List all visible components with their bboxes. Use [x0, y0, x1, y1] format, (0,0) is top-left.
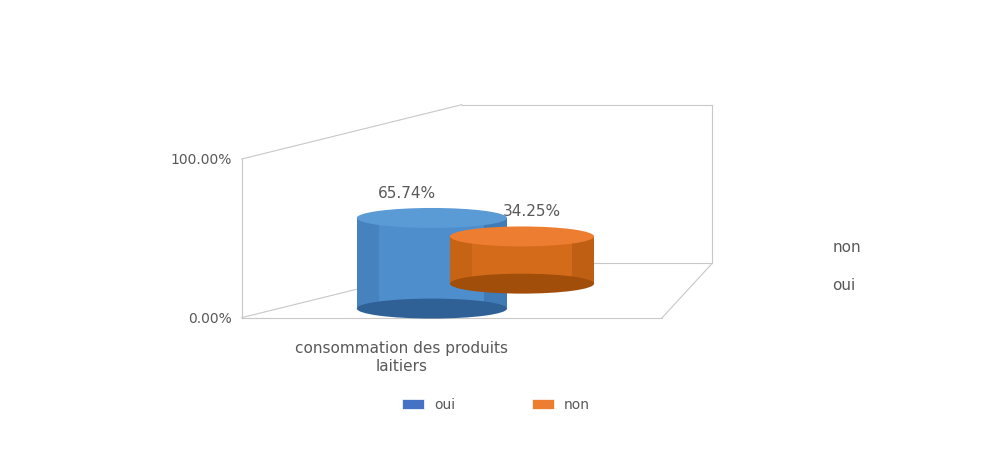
Ellipse shape [449, 227, 594, 247]
Bar [532, 399, 554, 409]
Text: 0.00%: 0.00% [188, 311, 232, 325]
Ellipse shape [356, 299, 507, 319]
Polygon shape [484, 218, 507, 309]
Text: 100.00%: 100.00% [171, 153, 232, 167]
Bar [401, 399, 423, 409]
Polygon shape [449, 237, 471, 284]
Polygon shape [356, 218, 379, 309]
Ellipse shape [356, 208, 507, 228]
Text: consommation des produits
laitiers: consommation des produits laitiers [295, 340, 508, 373]
Text: 65.74%: 65.74% [377, 185, 435, 200]
Polygon shape [449, 237, 594, 284]
Text: non: non [831, 239, 861, 254]
Text: oui: oui [433, 397, 454, 411]
Text: oui: oui [831, 278, 855, 293]
Polygon shape [572, 237, 594, 284]
Polygon shape [356, 218, 507, 309]
Text: non: non [564, 397, 590, 411]
Text: 34.25%: 34.25% [503, 204, 561, 219]
Ellipse shape [449, 274, 594, 294]
